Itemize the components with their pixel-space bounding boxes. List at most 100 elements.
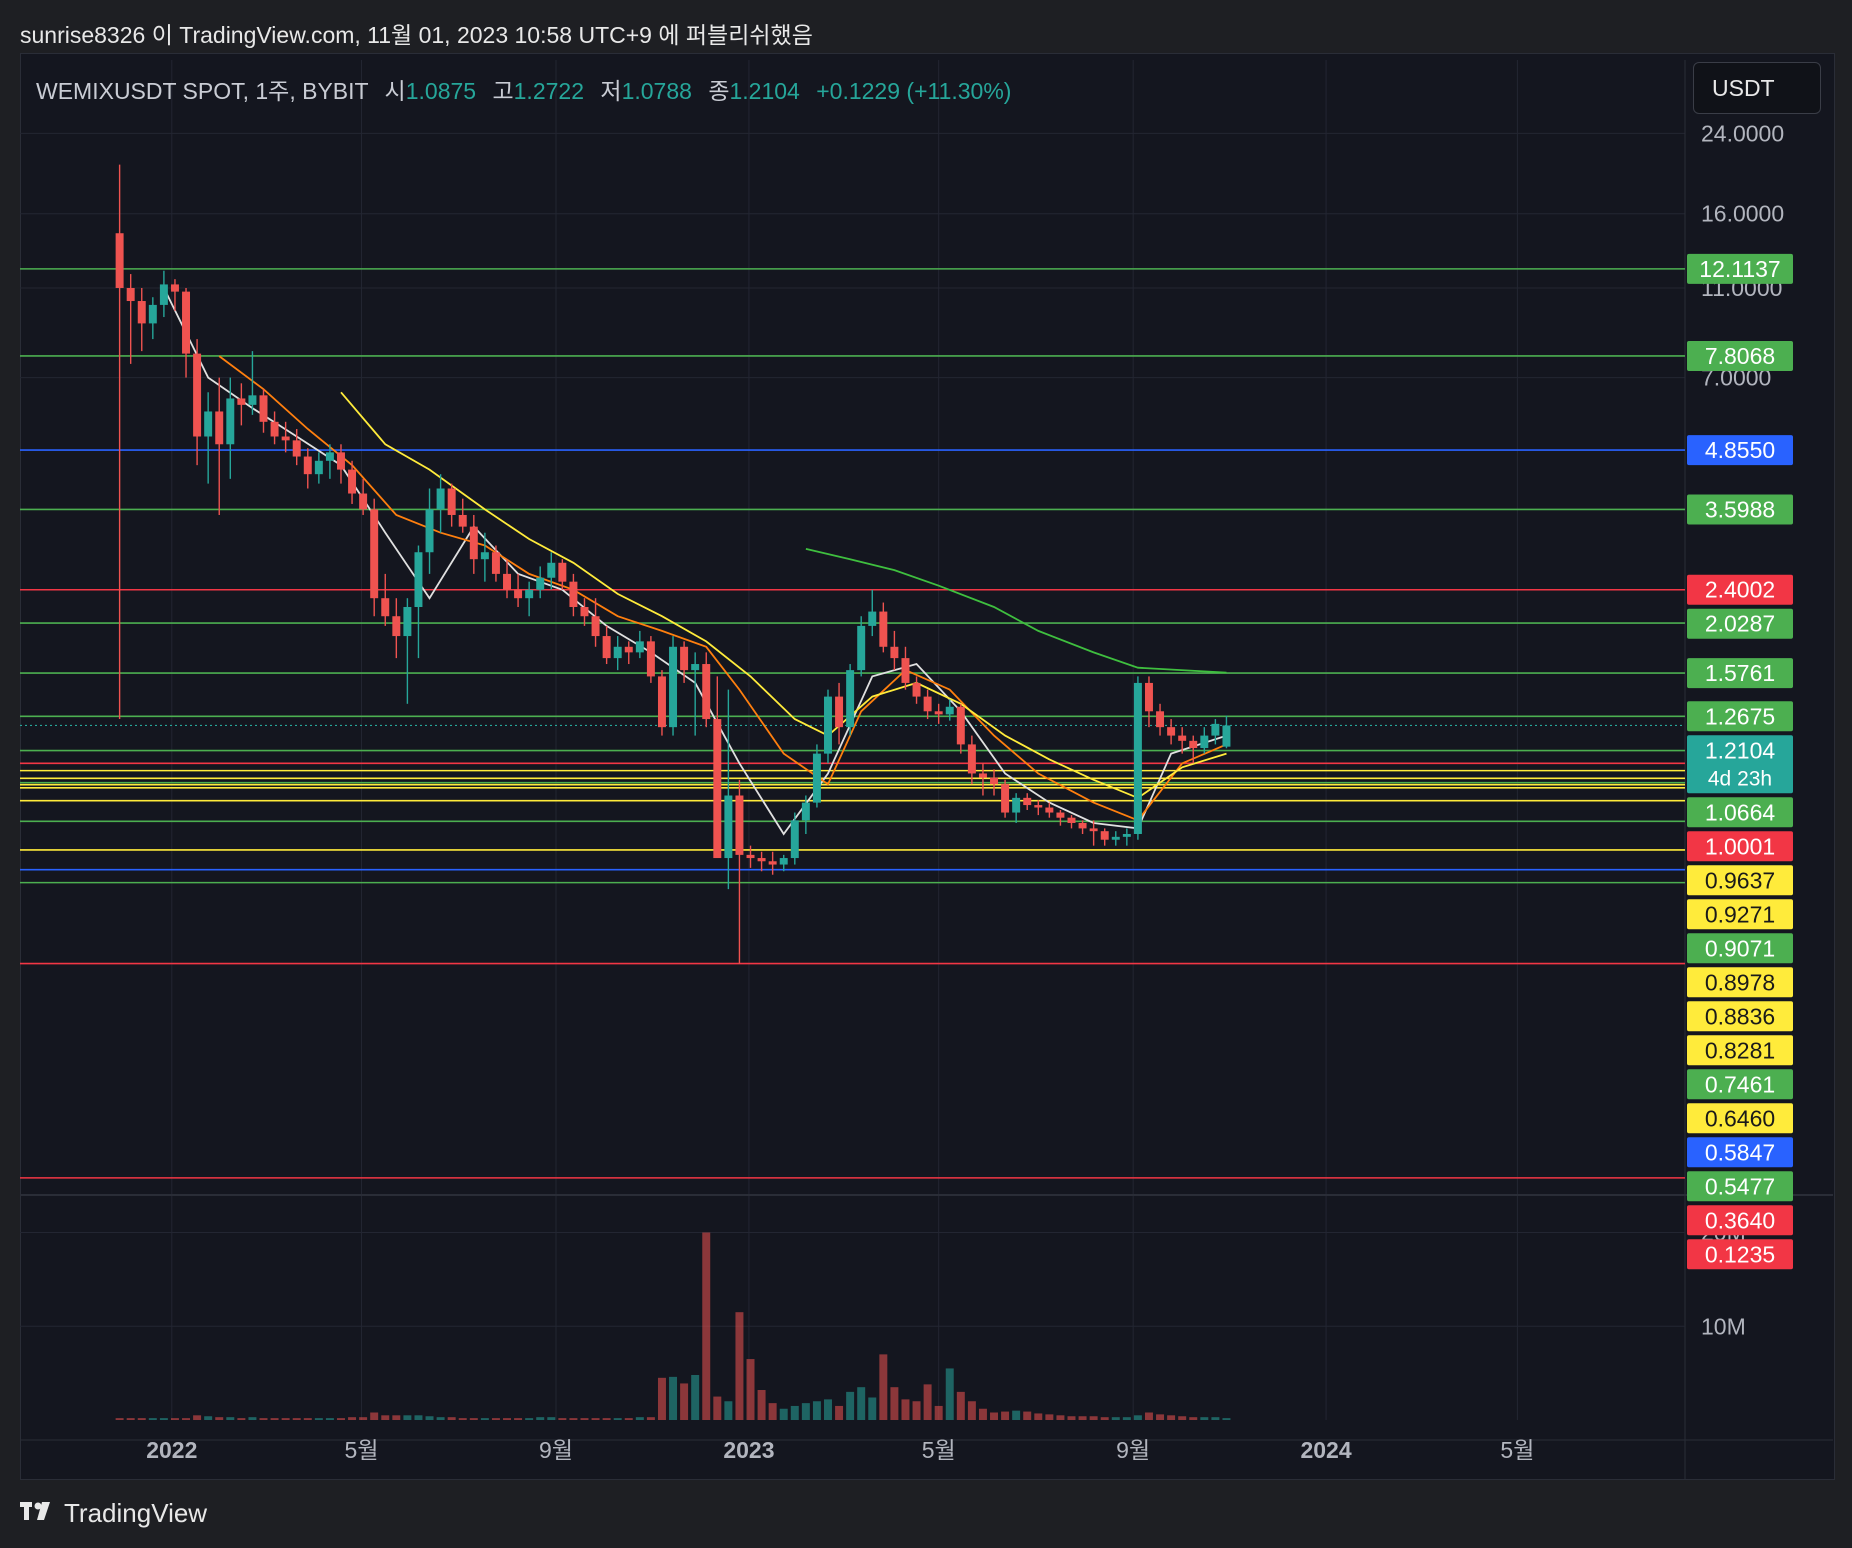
x-tick-label: 2022 [146,1437,197,1463]
x-tick-label: 9월 [1116,1437,1150,1463]
candle [303,448,312,489]
candle-body [414,552,423,608]
level-price-label: 0.9271 [1705,901,1775,927]
candle-body [624,646,633,653]
currency-button[interactable]: USDT [1693,62,1821,114]
volume-bar [1156,1414,1165,1420]
candle [890,630,899,671]
candle [735,779,744,964]
candle [204,392,213,484]
volume-bar [569,1418,578,1420]
candle [580,598,589,626]
candle [403,598,412,704]
level-price-label: 3.5988 [1705,496,1775,522]
volume-bar [536,1417,545,1420]
candle [901,646,910,690]
volume-bar [292,1418,301,1420]
candle-body [204,411,213,437]
volume-bar [657,1377,666,1420]
volume-bar [1100,1417,1109,1420]
x-tick-label: 5월 [922,1437,956,1463]
candle-body [115,233,124,288]
candle [1156,703,1165,736]
volume-bar [469,1418,478,1420]
volume-bar [325,1418,334,1420]
candle-body [713,719,722,859]
volume-bar [680,1383,689,1420]
candle [381,573,390,626]
volume-bar [945,1368,954,1420]
candle-body [491,552,500,574]
volume-bar [669,1376,678,1420]
candle-body [193,353,202,437]
candle [480,532,489,582]
candle-body [248,395,257,405]
volume-bar [237,1418,246,1420]
volume-bar [746,1359,755,1420]
candle [602,625,611,665]
level-price-badge [1687,933,1793,964]
level-price-label: 2.4002 [1705,577,1775,603]
candle-body [967,744,976,774]
volume-bar [359,1417,368,1420]
level-price-label: 1.0664 [1705,799,1776,825]
moving-average-line [340,391,1227,799]
volume-bar [1045,1414,1054,1420]
volume-bar [447,1417,456,1420]
candle [359,478,368,515]
volume-bar [1144,1412,1153,1420]
candle-body [824,696,832,754]
candle [491,545,500,582]
countdown-label: 4d 23h [1708,767,1772,790]
candle-body [215,411,224,445]
tradingview-logo[interactable]: TradingView [20,1498,207,1529]
candle-body [126,287,135,302]
close-label: 종 [708,78,730,104]
candle-body [469,526,478,560]
candle [170,279,179,311]
level-price-label: 1.5761 [1705,660,1775,686]
candle-body [1211,723,1220,736]
volume-bar [1001,1411,1010,1420]
level-price-badge [1687,1035,1793,1066]
candle-body [691,664,700,671]
volume-bar [591,1418,600,1420]
candle-body [757,858,766,862]
chart-frame [20,53,1835,1480]
volume-bar [702,1232,711,1420]
volume-bar [691,1375,700,1420]
level-price-label: 0.3640 [1705,1207,1775,1233]
candle [336,444,345,484]
candle-body [314,460,323,475]
candle-body [1023,797,1032,806]
x-tick-label: 5월 [345,1437,379,1463]
level-price-badge [1687,1239,1793,1270]
candle [857,616,866,677]
candle [757,851,766,872]
candle-body [1178,735,1187,741]
candle-body [359,493,368,510]
y-tick-label: 16.0000 [1701,201,1784,227]
candle-body [591,616,600,637]
candle-body [303,456,312,475]
volume-bar [602,1418,611,1420]
candle-body [1045,807,1054,813]
candle [1133,676,1142,840]
candle [1144,676,1153,728]
volume-bar [480,1418,489,1420]
level-price-badge [1687,701,1793,732]
volume-bar [912,1401,921,1420]
candle-body [812,753,821,803]
candle [945,699,954,721]
level-price-badge [1687,865,1793,896]
candle [414,545,423,659]
volume-bar [193,1415,202,1420]
candle-body [137,301,146,324]
x-tick-label: 2023 [723,1437,774,1463]
candle [469,514,478,574]
volume-bar [956,1391,965,1420]
candle [436,474,445,533]
candle [746,845,755,868]
open-label: 시 [384,78,406,104]
